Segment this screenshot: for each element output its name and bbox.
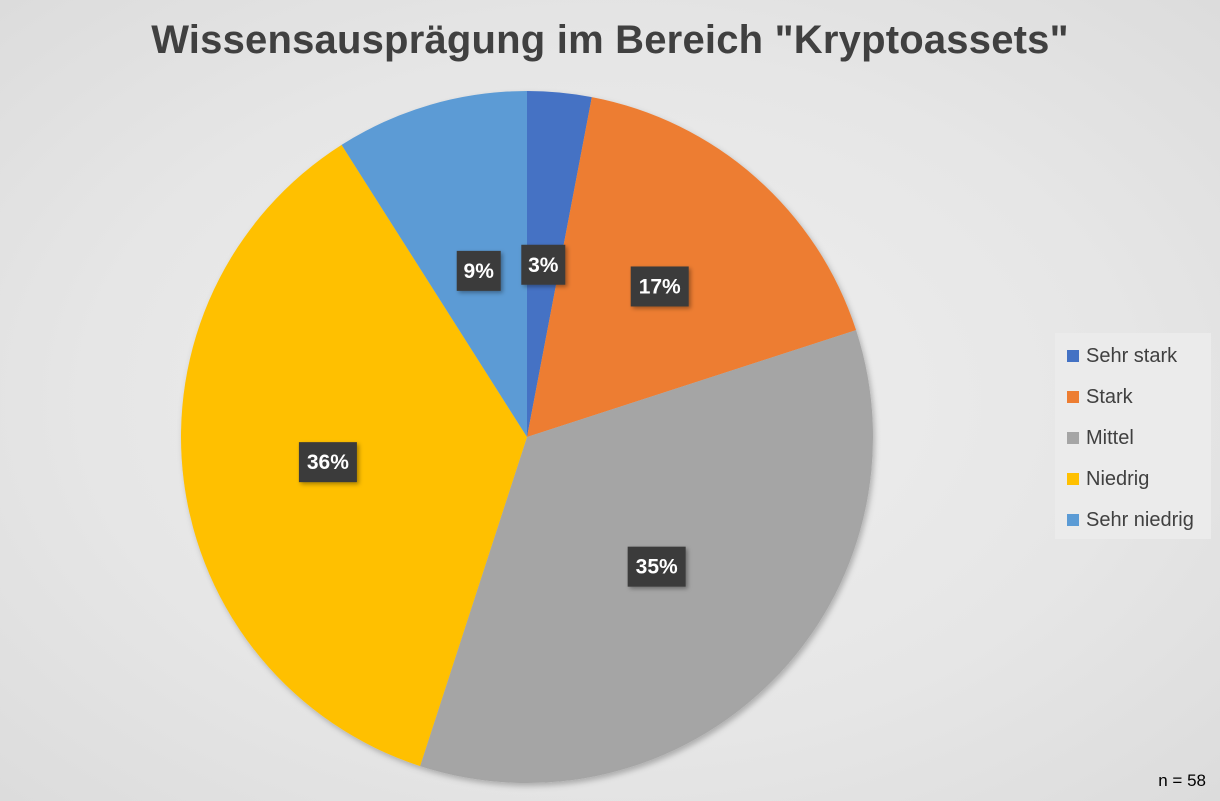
legend-item-sehr-stark: Sehr stark — [1067, 341, 1177, 371]
legend-item-mittel: Mittel — [1067, 423, 1134, 453]
data-label-text: 36% — [307, 451, 349, 474]
data-label-niedrig: 36% — [298, 442, 357, 483]
chart-title: Wissensausprägung im Bereich "Kryptoasse… — [151, 18, 1069, 62]
legend-swatch — [1067, 391, 1079, 403]
data-label-text: 3% — [528, 254, 559, 277]
pie-slice-sehr-niedrig — [341, 91, 527, 437]
data-label-stark: 17% — [630, 266, 689, 307]
legend-label: Stark — [1086, 385, 1133, 408]
legend-swatch — [1067, 473, 1079, 485]
legend-label: Niedrig — [1086, 467, 1150, 490]
legend-swatch — [1067, 432, 1079, 444]
data-label-text: 17% — [639, 275, 681, 298]
legend-item-sehr-niedrig: Sehr niedrig — [1067, 505, 1194, 535]
legend-item-niedrig: Niedrig — [1067, 464, 1149, 494]
legend-item-stark: Stark — [1067, 382, 1133, 412]
legend-label: Sehr stark — [1086, 344, 1178, 367]
legend-label: Mittel — [1086, 426, 1134, 449]
pie-slice-stark — [527, 97, 857, 438]
legend: Sehr stark Stark Mittel Niedrig Sehr niedrig — [1055, 333, 1211, 539]
sample-size-note: n = 58 — [1158, 771, 1206, 790]
data-label-sehr-niedrig: 9% — [456, 250, 501, 291]
legend-swatch — [1067, 514, 1079, 526]
legend-label: Sehr niedrig — [1086, 508, 1194, 531]
data-label-sehr-stark: 3% — [521, 244, 566, 285]
data-label-text: 35% — [636, 556, 678, 579]
legend-swatch — [1067, 350, 1079, 362]
data-label-mittel: 35% — [627, 546, 686, 587]
data-label-text: 9% — [464, 260, 495, 283]
